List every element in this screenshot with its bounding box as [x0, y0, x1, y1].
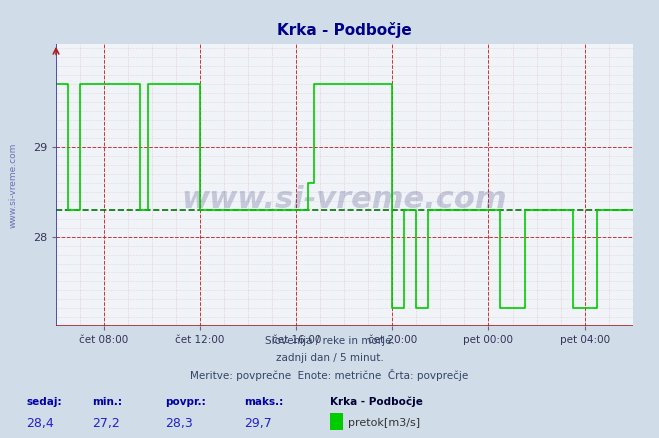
Text: www.si-vreme.com: www.si-vreme.com [181, 185, 507, 214]
Text: pretok[m3/s]: pretok[m3/s] [348, 418, 420, 428]
Text: zadnji dan / 5 minut.: zadnji dan / 5 minut. [275, 353, 384, 364]
Text: povpr.:: povpr.: [165, 397, 206, 407]
Text: Krka - Podbočje: Krka - Podbočje [330, 397, 422, 407]
Text: 28,4: 28,4 [26, 417, 54, 430]
Text: 28,3: 28,3 [165, 417, 192, 430]
Text: Slovenija / reke in morje.: Slovenija / reke in morje. [264, 336, 395, 346]
Text: min.:: min.: [92, 397, 123, 407]
Text: 27,2: 27,2 [92, 417, 120, 430]
Text: 29,7: 29,7 [244, 417, 272, 430]
Text: www.si-vreme.com: www.si-vreme.com [9, 142, 17, 228]
Text: maks.:: maks.: [244, 397, 283, 407]
Text: sedaj:: sedaj: [26, 397, 62, 407]
Text: Meritve: povprečne  Enote: metrične  Črta: povprečje: Meritve: povprečne Enote: metrične Črta:… [190, 369, 469, 381]
Title: Krka - Podbočje: Krka - Podbočje [277, 22, 412, 39]
